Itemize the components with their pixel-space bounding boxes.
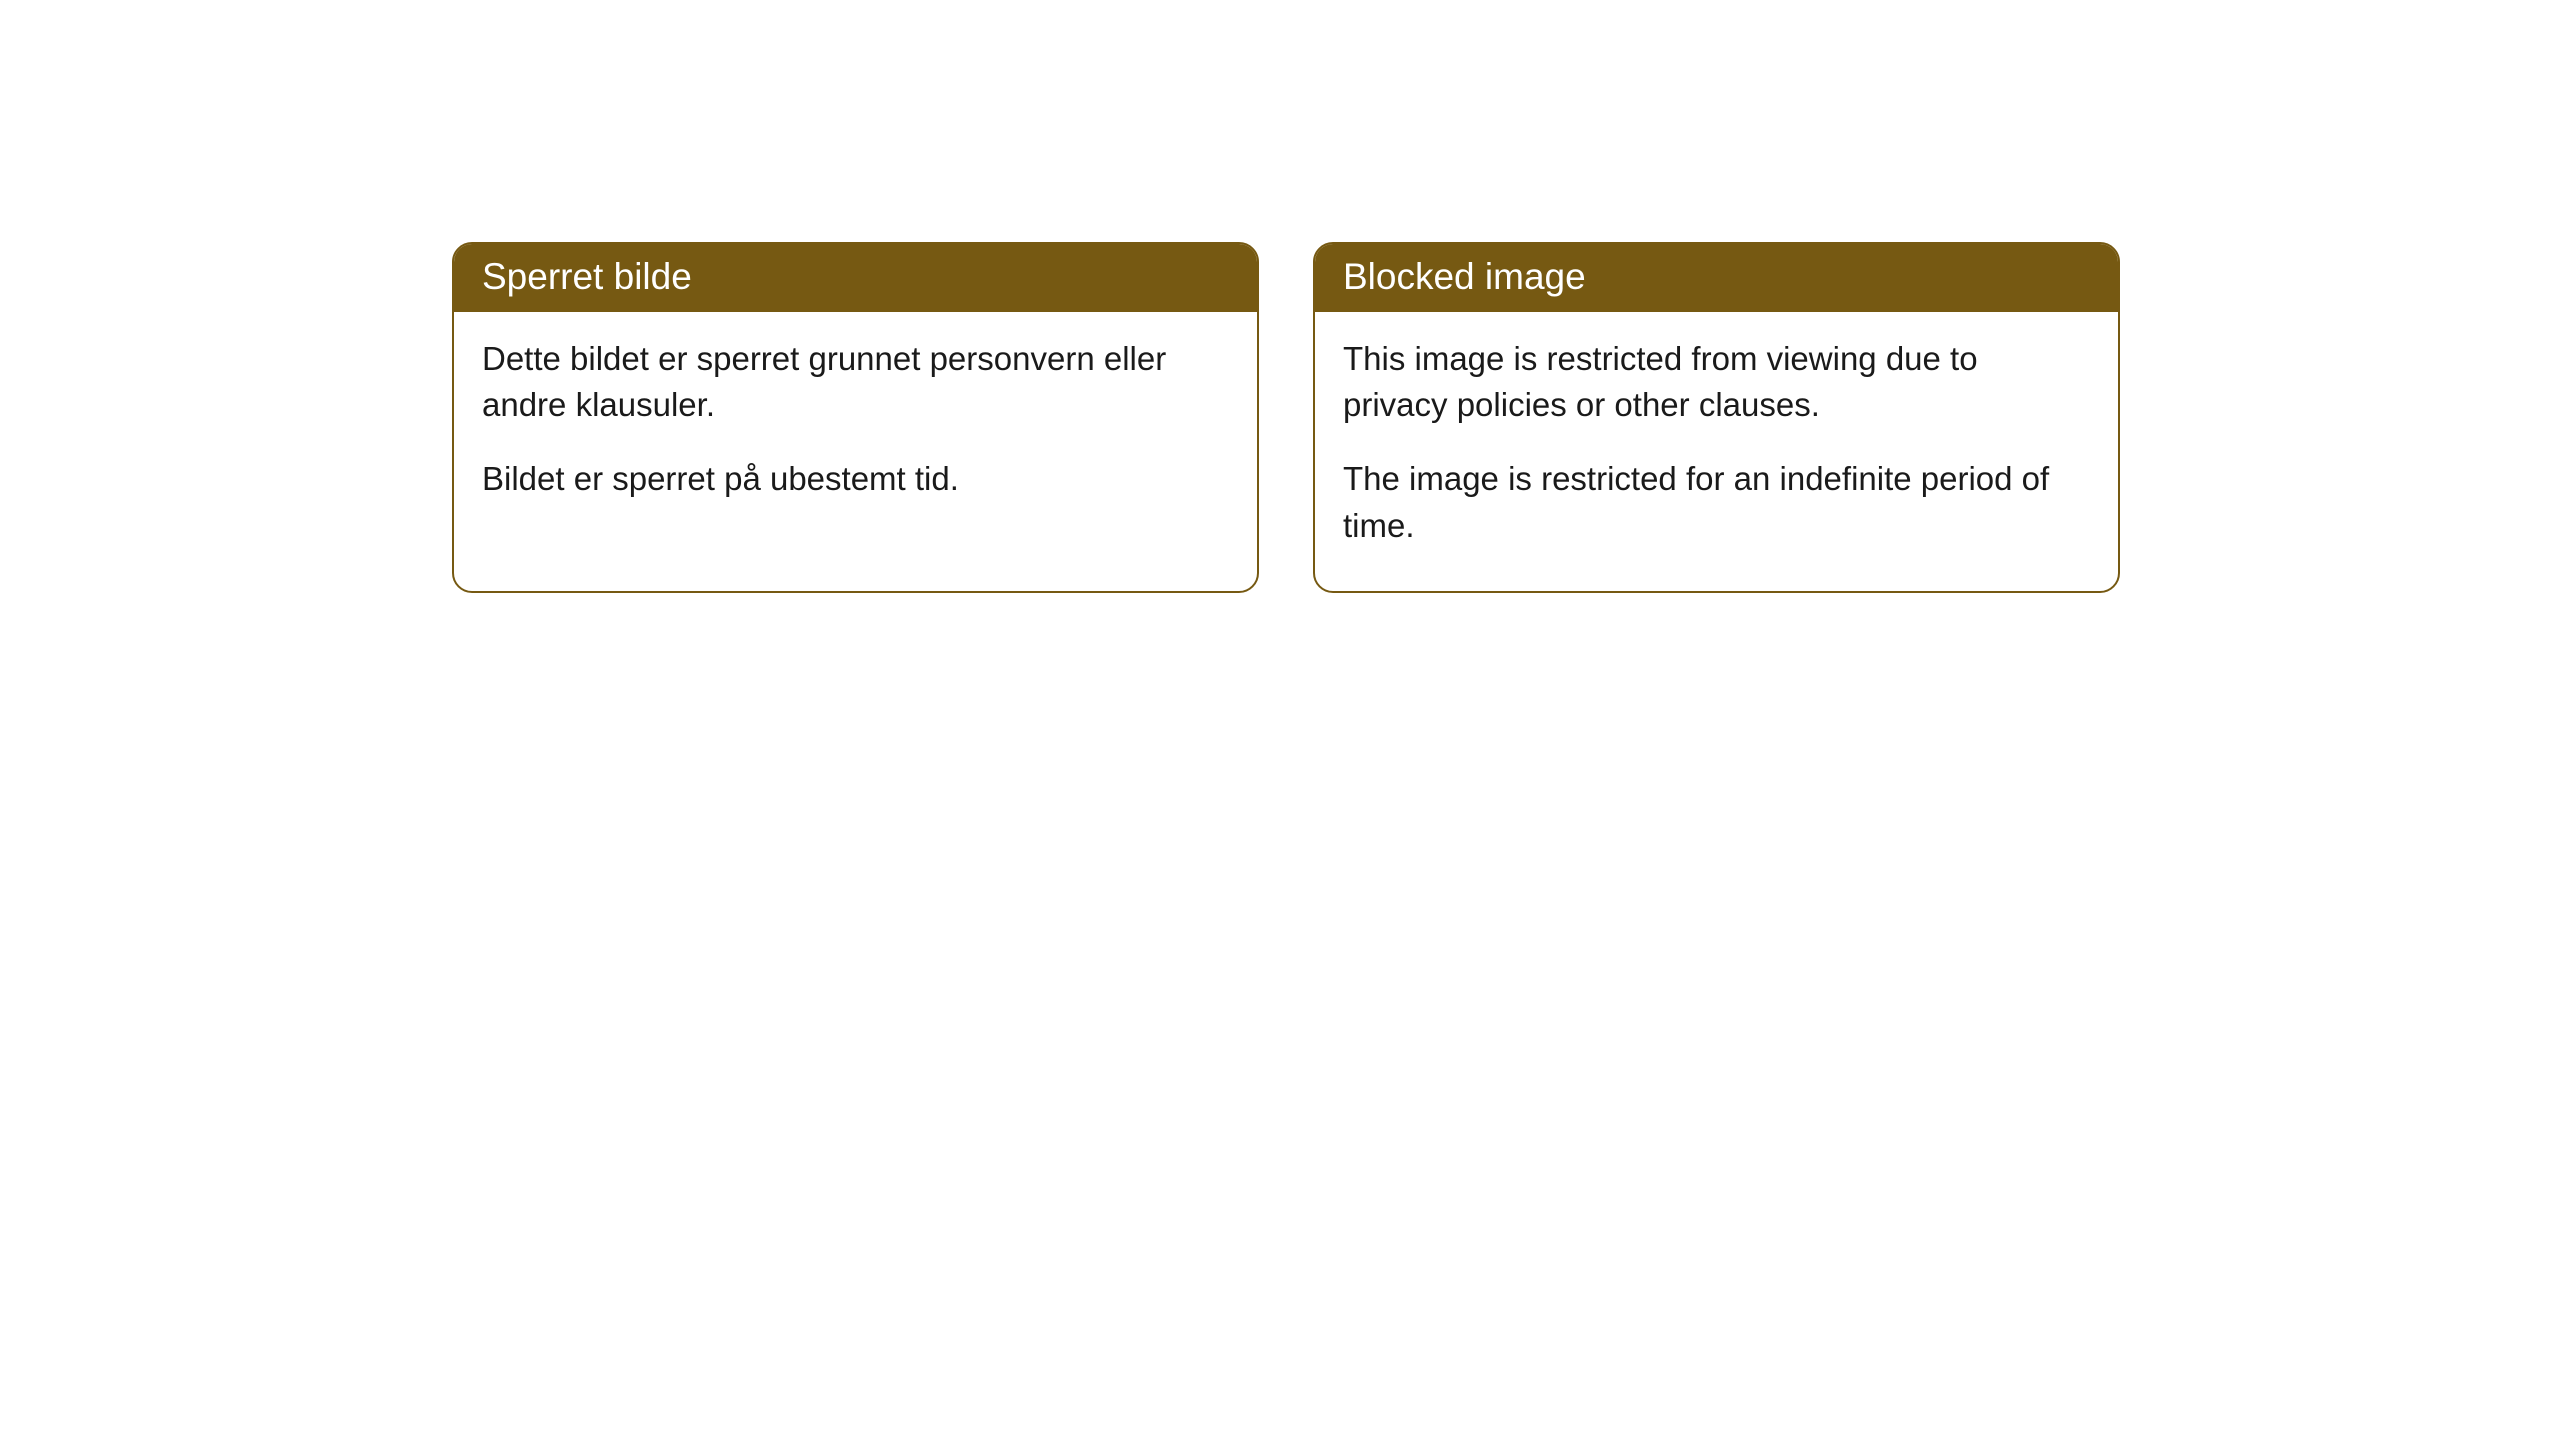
blocked-image-card-en: Blocked image This image is restricted f… <box>1313 242 2120 593</box>
blocked-image-card-no: Sperret bilde Dette bildet er sperret gr… <box>452 242 1259 593</box>
card-paragraph: Bildet er sperret på ubestemt tid. <box>482 456 1229 502</box>
card-body: This image is restricted from viewing du… <box>1315 312 2118 591</box>
card-title: Blocked image <box>1343 256 1586 297</box>
notice-cards-container: Sperret bilde Dette bildet er sperret gr… <box>0 0 2560 593</box>
card-header: Sperret bilde <box>454 244 1257 312</box>
card-title: Sperret bilde <box>482 256 692 297</box>
card-paragraph: This image is restricted from viewing du… <box>1343 336 2090 428</box>
card-body: Dette bildet er sperret grunnet personve… <box>454 312 1257 545</box>
card-paragraph: The image is restricted for an indefinit… <box>1343 456 2090 548</box>
card-paragraph: Dette bildet er sperret grunnet personve… <box>482 336 1229 428</box>
card-header: Blocked image <box>1315 244 2118 312</box>
